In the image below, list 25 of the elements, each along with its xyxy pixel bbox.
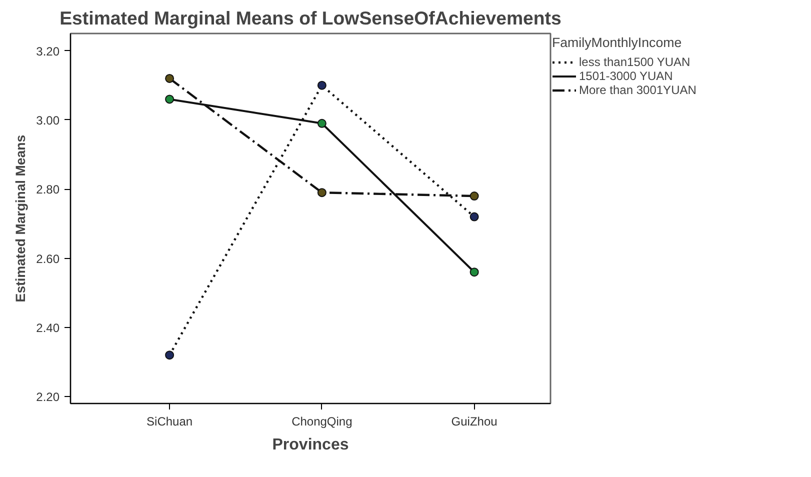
y-tick-label: 3.20: [36, 44, 60, 58]
x-tick-label: GuiZhou: [451, 414, 498, 428]
x-tick-label: SiChuan: [146, 414, 193, 428]
point: [165, 94, 174, 104]
x-axis-title: Provinces: [272, 436, 349, 454]
y-tick-label: 2.20: [36, 390, 60, 404]
x-tick-label: ChongQing: [292, 414, 352, 428]
legend-label: More than 3001YUAN: [579, 83, 696, 97]
y-axis-title: Estimated Marginal Means: [13, 134, 28, 302]
chart-title: Estimated Marginal Means of LowSenseOfAchievements: [60, 8, 562, 28]
y-tick-label: 2.40: [36, 320, 60, 335]
legend-label: 1501-3000 YUAN: [579, 69, 673, 83]
point: [165, 74, 174, 83]
point: [317, 118, 326, 128]
y-tick-label: 2.80: [36, 182, 60, 197]
point: [470, 268, 479, 277]
point: [317, 80, 326, 90]
legend-title: FamilyMonthlyIncome: [552, 35, 683, 50]
y-tick-label: 3.00: [36, 113, 60, 128]
point: [470, 192, 479, 201]
point: [470, 212, 479, 222]
point: [317, 188, 326, 198]
legend-label: less than1500 YUAN: [579, 55, 690, 69]
point: [165, 350, 174, 360]
y-tick-label: 2.60: [36, 252, 60, 266]
